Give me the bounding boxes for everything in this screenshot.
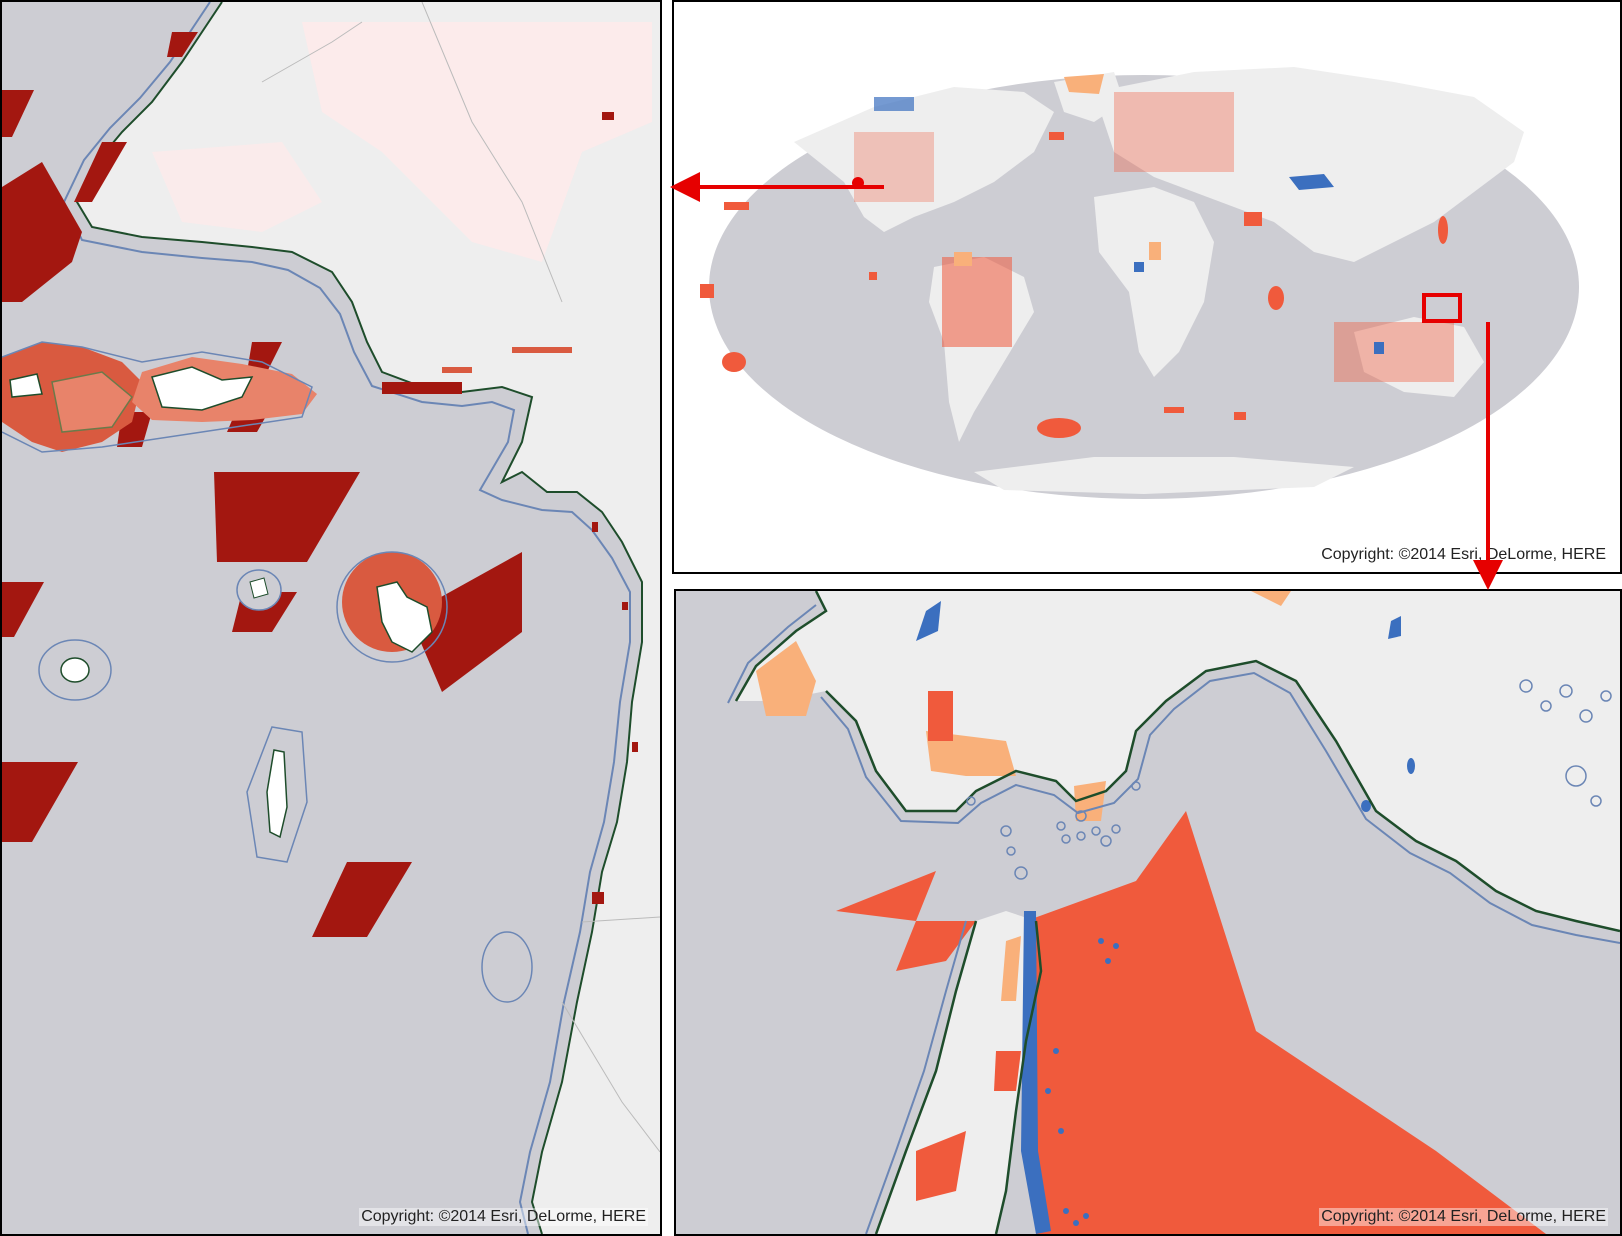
- copyright-inset: Copyright: ©2014 Esri, DeLorme, HERE: [1319, 1208, 1608, 1226]
- water-areas: [874, 97, 1384, 354]
- protected-areas: [700, 92, 1454, 438]
- world-overview-map[interactable]: Copyright: ©2014 Esri, DeLorme, HERE: [672, 0, 1622, 574]
- left-map-canvas: [2, 2, 660, 1234]
- land-protected-areas: [756, 591, 1291, 1001]
- copyright-left: Copyright: ©2014 Esri, DeLorme, HERE: [359, 1208, 648, 1226]
- land-protected-red: [928, 691, 953, 741]
- water-bodies: [916, 601, 1415, 1234]
- location-marker-west: [852, 177, 864, 189]
- north-america: [794, 87, 1054, 232]
- coastline: [734, 591, 1620, 1234]
- world-map-canvas: [674, 2, 1620, 572]
- africa: [1094, 187, 1214, 377]
- australia: [1354, 317, 1484, 397]
- reef-dots: [1045, 938, 1119, 1226]
- left-detail-map[interactable]: Copyright: ©2014 Esri, DeLorme, HERE: [0, 0, 662, 1236]
- marine-protected-areas: [836, 811, 1546, 1234]
- copyright-world: Copyright: ©2014 Esri, DeLorme, HERE: [1319, 546, 1608, 564]
- admin-boundaries: [261, 2, 660, 1153]
- inset-map-canvas: [676, 591, 1620, 1234]
- inset-detail-map[interactable]: Copyright: ©2014 Esri, DeLorme, HERE: [674, 589, 1622, 1236]
- coastal-speckles: [382, 112, 638, 904]
- antarctica: [974, 457, 1354, 494]
- land-mass: [77, 2, 660, 1234]
- island-group-maui: [336, 551, 448, 663]
- coastal-buffer: [727, 604, 1620, 1234]
- inset-locator-box: [1422, 293, 1462, 323]
- land-tint: [302, 22, 652, 262]
- land-tint: [152, 142, 322, 232]
- protected-areas-light: [954, 74, 1161, 266]
- coastline: [75, 2, 643, 1234]
- small-islands: [966, 679, 1612, 880]
- eurasia: [1094, 67, 1524, 262]
- island-group-west: [2, 341, 317, 453]
- land-north: [736, 591, 1620, 931]
- island-small: [38, 569, 533, 1003]
